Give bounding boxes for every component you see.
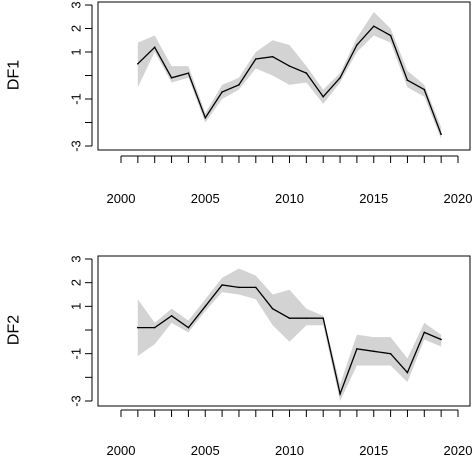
panel2-data-point xyxy=(238,286,240,289)
panel2-plot-frame xyxy=(97,255,471,407)
panel1-y-axis-label: DF1 xyxy=(6,60,23,90)
panel2-data-point xyxy=(271,307,274,310)
panel1-data-point xyxy=(423,88,426,91)
panel1-x-tick-label: 2010 xyxy=(275,191,304,206)
panel2-x-tick-label: 2020 xyxy=(444,443,473,458)
panel1-y-tick-label: 3 xyxy=(69,1,84,8)
panel2-data-point xyxy=(389,352,392,355)
panel2-y-tick-label: 2 xyxy=(69,279,84,286)
panel1-data-point xyxy=(440,133,442,136)
panel2-data-point xyxy=(288,317,291,320)
panel2-y-tick-label: -1 xyxy=(69,348,84,360)
panel1-data-point xyxy=(339,77,341,79)
panel1-x-tick-label: 2005 xyxy=(191,191,220,206)
panel2-data-point xyxy=(221,284,223,286)
panel1-y-tick-label: 2 xyxy=(69,25,84,32)
panel1-data-point xyxy=(170,77,173,79)
panel1-data-point xyxy=(373,25,375,28)
panel1-data-point xyxy=(204,117,207,119)
panel2-data-point xyxy=(339,393,341,395)
panel1-data-point xyxy=(187,72,190,74)
panel1-data-point xyxy=(389,34,392,37)
panel1-data-point xyxy=(356,44,358,46)
panel2-y-axis-label: DF2 xyxy=(6,315,23,345)
panel2-data-point xyxy=(440,338,442,341)
panel1-data-point xyxy=(322,95,325,98)
panel2-data-point xyxy=(423,331,426,334)
panel2-y-tick-label: 3 xyxy=(69,255,84,262)
panel2-data-point xyxy=(170,315,173,317)
panel2-data-point xyxy=(356,348,358,350)
panel2-x-tick-label: 2010 xyxy=(275,443,304,458)
panel2-x-tick-label: 2000 xyxy=(107,443,136,458)
panel1-x-tick-label: 2020 xyxy=(444,191,473,206)
panel2-data-point xyxy=(204,305,207,308)
panel2-data-point xyxy=(137,326,139,329)
panel1-data-point xyxy=(137,63,139,65)
panel1-y-tick-label: -3 xyxy=(69,140,84,152)
panel2-data-point xyxy=(305,317,308,320)
panel1-data-point xyxy=(221,91,223,93)
panel2-y-tick-label: -3 xyxy=(69,395,84,407)
panel2-x-tick-label: 2005 xyxy=(191,443,220,458)
panel1-data-point xyxy=(406,79,409,81)
panel1-data-point xyxy=(271,55,274,58)
panel2-confidence-band xyxy=(137,268,442,401)
panel1-data-point xyxy=(305,72,308,74)
panel2-data-point xyxy=(153,326,156,329)
panel1-x-tick-label: 2015 xyxy=(359,191,388,206)
panel2-data-point xyxy=(373,350,375,353)
panel2-y-tick-label: 1 xyxy=(69,303,84,310)
panel2-data-point xyxy=(322,317,325,320)
panel1-data-point xyxy=(288,65,291,67)
panel1-plot-frame xyxy=(97,1,471,151)
panel1-data-point xyxy=(238,84,240,86)
panel2-data-point xyxy=(187,326,190,329)
panel1-y-tick-label: -1 xyxy=(69,93,84,105)
panel1-y-tick-label: 1 xyxy=(69,48,84,55)
panel2-data-point xyxy=(406,371,409,374)
panel1-x-tick-label: 2000 xyxy=(107,191,136,206)
panel2-x-tick-label: 2015 xyxy=(359,443,388,458)
panel1-data-point xyxy=(255,58,257,60)
panel2-data-point xyxy=(255,286,257,289)
panel1-confidence-band xyxy=(137,12,442,139)
panel1-data-point xyxy=(153,46,156,49)
